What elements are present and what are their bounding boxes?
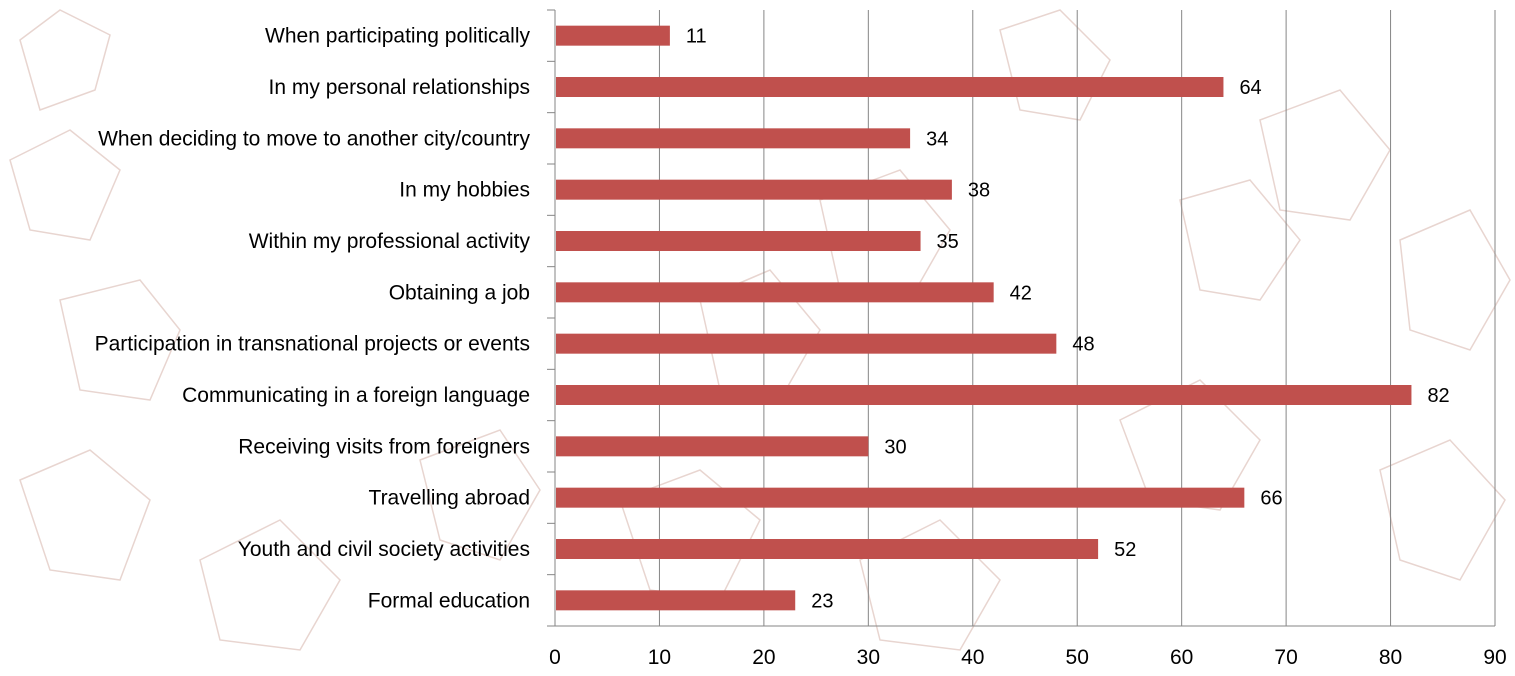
background-pattern <box>9 9 1511 651</box>
bar <box>556 25 670 46</box>
background-stroke <box>999 9 1111 121</box>
x-tick-label: 80 <box>1379 646 1402 669</box>
x-tick-label: 20 <box>752 646 775 669</box>
category-label: Receiving visits from foreigners <box>238 435 530 458</box>
category-label: Participation in transnational projects … <box>95 333 530 356</box>
bar <box>556 436 869 457</box>
bar <box>556 539 1099 559</box>
background-stroke <box>19 9 111 111</box>
value-label: 30 <box>884 436 906 458</box>
background-stroke <box>59 279 181 401</box>
x-tick-label: 40 <box>961 646 984 669</box>
x-tick-label: 70 <box>1274 646 1297 669</box>
background-stroke <box>1259 89 1391 221</box>
bar <box>556 333 1057 354</box>
x-tick-label: 0 <box>549 646 561 669</box>
background-stroke <box>619 469 761 601</box>
value-label: 42 <box>1010 282 1032 304</box>
value-label: 35 <box>937 231 959 253</box>
x-tick-label: 10 <box>648 646 671 669</box>
axes <box>547 9 1495 627</box>
labels: 0 10 20 30 40 50 60 70 80 90 When participating po… <box>95 25 1507 669</box>
value-label: 82 <box>1427 385 1449 407</box>
category-label: In my personal relationships <box>269 76 530 99</box>
value-label: 66 <box>1260 488 1282 510</box>
bar <box>556 128 911 149</box>
value-label: 34 <box>926 128 948 150</box>
value-label: 23 <box>811 590 833 612</box>
value-label: 52 <box>1114 539 1136 561</box>
bar <box>556 282 994 303</box>
category-label: In my hobbies <box>399 179 530 202</box>
category-label: Obtaining a job <box>389 281 530 304</box>
bar <box>556 231 921 251</box>
category-label: Communicating in a foreign language <box>182 384 530 407</box>
background-stroke <box>859 519 1001 651</box>
x-tick-label: 90 <box>1483 646 1506 669</box>
category-label: Formal education <box>368 589 530 612</box>
x-tick-label: 50 <box>1066 646 1089 669</box>
x-tick-label: 30 <box>857 646 880 669</box>
bar <box>556 77 1224 97</box>
value-label: 11 <box>686 26 707 48</box>
background-stroke <box>199 519 341 651</box>
bar <box>556 179 952 200</box>
category-label: Within my professional activity <box>249 230 531 253</box>
background-stroke <box>19 449 151 581</box>
value-label: 64 <box>1239 77 1261 99</box>
bar <box>556 385 1412 405</box>
category-label: Travelling abroad <box>369 487 530 510</box>
value-label: 38 <box>968 180 990 202</box>
bar <box>556 487 1245 508</box>
background-stroke <box>1179 179 1301 301</box>
background-stroke <box>419 429 541 561</box>
background-stroke <box>1399 209 1511 351</box>
bars <box>556 25 1412 611</box>
background-stroke <box>1379 439 1506 581</box>
background-stroke <box>9 129 121 241</box>
category-label: When deciding to move to another city/co… <box>98 127 530 150</box>
bar <box>556 590 796 611</box>
category-label: Youth and civil society activities <box>238 538 530 561</box>
category-label: When participating politically <box>265 25 530 48</box>
background-stroke <box>819 169 951 301</box>
gridlines <box>658 10 1496 626</box>
background-stroke <box>699 269 821 401</box>
x-tick-label: 60 <box>1170 646 1193 669</box>
value-label: 48 <box>1072 334 1094 356</box>
